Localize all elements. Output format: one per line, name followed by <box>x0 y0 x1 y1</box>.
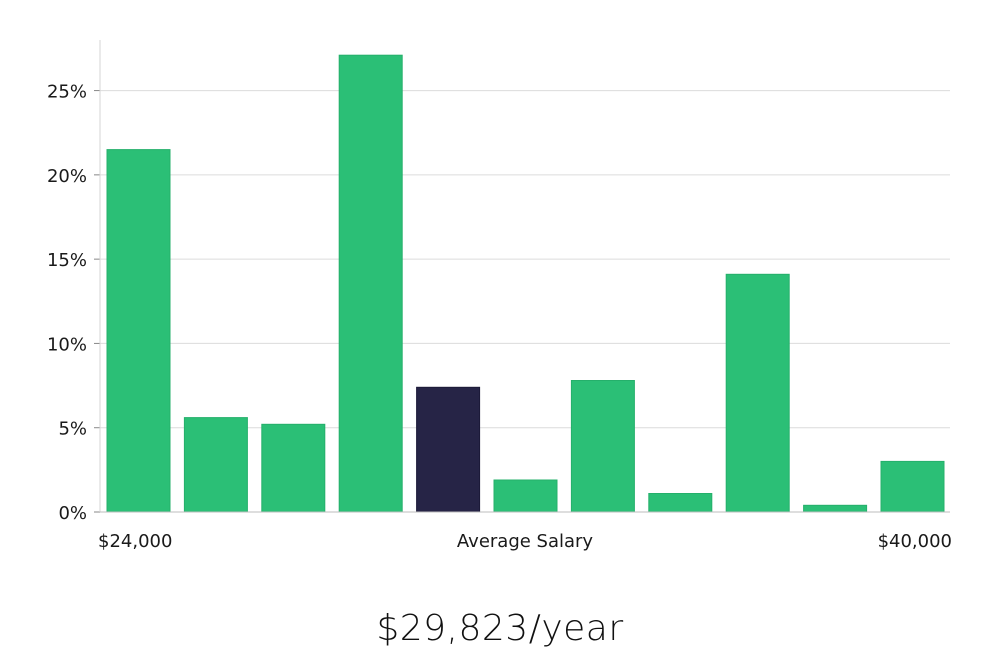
x-min-label: $24,000 <box>98 531 172 552</box>
x-max-label: $40,000 <box>878 531 952 552</box>
bar <box>261 423 326 513</box>
bar <box>338 54 403 513</box>
y-axis-ticks: 0% 5% 10% 15% 20% 25% <box>47 82 100 524</box>
salary-histogram-chart: 0%5%10%15%20%25% $24,000 Average Salary … <box>47 40 952 552</box>
bar-average-salary <box>416 386 481 513</box>
y-tick-label: 5% <box>58 419 87 440</box>
y-tick-label: 20% <box>47 166 87 187</box>
y-tick-label: 10% <box>47 334 87 355</box>
y-tick-label: 25% <box>47 82 87 103</box>
x-center-label: Average Salary <box>457 531 594 552</box>
bars <box>106 54 945 513</box>
y-tick-label: 15% <box>47 250 87 271</box>
bar <box>880 460 945 513</box>
bar <box>106 149 171 513</box>
gridlines <box>100 90 950 429</box>
average-salary-value: $29,823/year <box>376 608 624 649</box>
bar <box>803 504 868 513</box>
y-tick-label: 0% <box>58 503 87 524</box>
bar <box>493 479 558 513</box>
bar <box>183 417 248 513</box>
bar <box>570 380 635 513</box>
bar <box>648 493 713 513</box>
bar <box>725 273 790 513</box>
